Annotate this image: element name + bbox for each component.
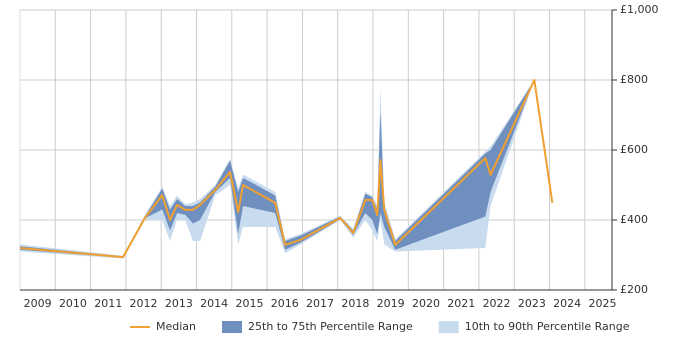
y-tick-label: £400 xyxy=(620,213,648,226)
x-tick-label: 2018 xyxy=(341,297,369,310)
legend-swatch xyxy=(438,321,459,333)
x-tick-label: 2019 xyxy=(377,297,405,310)
legend-swatch xyxy=(222,321,243,333)
x-tick-label: 2013 xyxy=(165,297,193,310)
x-tick-label: 2012 xyxy=(130,297,158,310)
y-tick-label: £600 xyxy=(620,143,648,156)
y-tick-label: £1,000 xyxy=(620,3,659,16)
median-line xyxy=(19,79,554,259)
x-tick-label: 2020 xyxy=(412,297,440,310)
x-tick-label: 2010 xyxy=(59,297,87,310)
x-tick-label: 2016 xyxy=(271,297,299,310)
x-tick-label: 2021 xyxy=(447,297,475,310)
x-tick-label: 2011 xyxy=(94,297,122,310)
x-tick-label: 2015 xyxy=(235,297,263,310)
x-tick-label: 2024 xyxy=(553,297,581,310)
x-tick-label: 2025 xyxy=(588,297,616,310)
x-tick-label: 2022 xyxy=(483,297,511,310)
legend-label: 25th to 75th Percentile Range xyxy=(248,320,413,333)
legend-label: 10th to 90th Percentile Range xyxy=(465,320,630,333)
legend-label: Median xyxy=(156,320,196,333)
x-tick-label: 2014 xyxy=(200,297,228,310)
x-tick-label: 2017 xyxy=(306,297,334,310)
y-tick-label: £800 xyxy=(620,73,648,86)
x-tick-label: 2023 xyxy=(518,297,546,310)
y-tick-label: £200 xyxy=(620,283,648,296)
x-tick-label: 2009 xyxy=(24,297,52,310)
